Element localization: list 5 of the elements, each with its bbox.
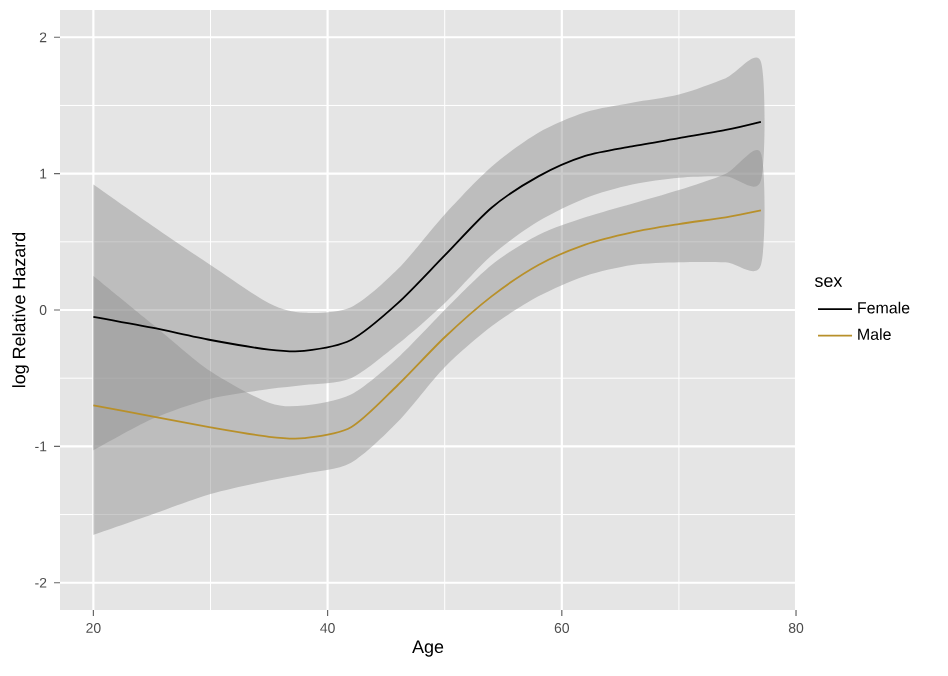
y-axis-title: log Relative Hazard <box>12 232 29 388</box>
line-series <box>92 209 762 440</box>
x-axis-title: Age <box>412 640 444 657</box>
line-series <box>92 120 762 353</box>
legend-title: sex <box>814 277 843 288</box>
